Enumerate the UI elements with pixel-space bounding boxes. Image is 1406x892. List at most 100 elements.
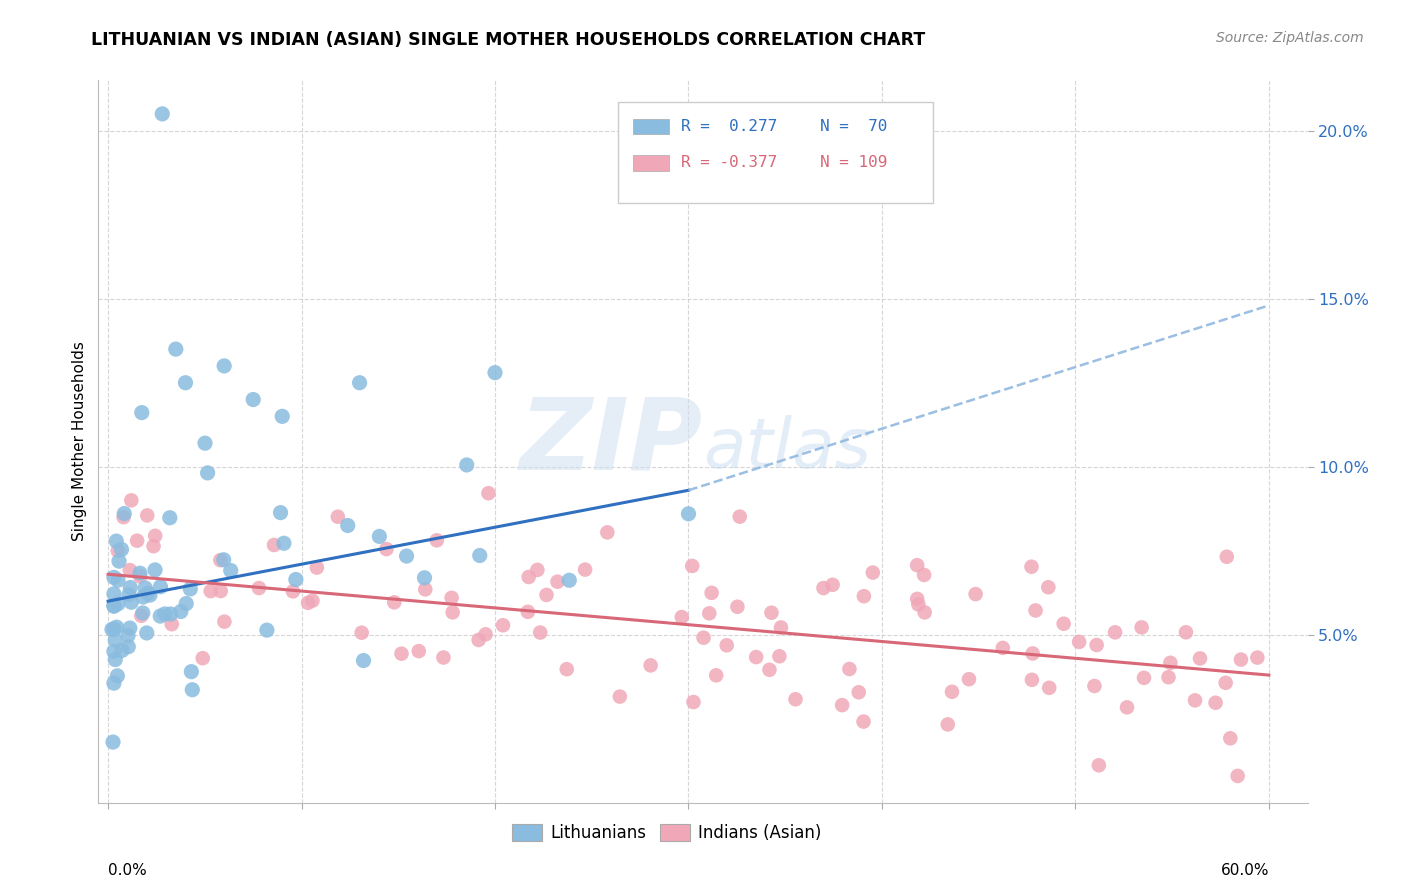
Text: atlas: atlas	[703, 416, 870, 483]
Point	[456, 458, 478, 472]
Point	[957, 672, 980, 686]
Point	[129, 569, 152, 583]
Point	[104, 633, 127, 648]
Point	[1188, 651, 1211, 665]
Point	[558, 574, 581, 588]
Point	[375, 542, 398, 557]
Point	[134, 581, 156, 595]
Point	[609, 690, 631, 704]
Point	[117, 640, 139, 654]
Point	[769, 620, 792, 634]
Point	[350, 625, 373, 640]
Point	[120, 595, 142, 609]
Point	[284, 573, 307, 587]
Point	[912, 568, 935, 582]
Point	[105, 534, 128, 549]
Point	[247, 581, 270, 595]
Point	[132, 590, 155, 604]
Point	[574, 563, 596, 577]
Point	[440, 591, 463, 605]
Point	[174, 376, 197, 390]
Point	[112, 510, 135, 524]
Point	[326, 509, 349, 524]
Point	[143, 529, 166, 543]
Text: LITHUANIAN VS INDIAN (ASIAN) SINGLE MOTHER HOUSEHOLDS CORRELATION CHART: LITHUANIAN VS INDIAN (ASIAN) SINGLE MOTH…	[91, 31, 925, 49]
Point	[120, 493, 142, 508]
Point	[103, 622, 125, 636]
Point	[852, 589, 875, 603]
Point	[382, 595, 405, 609]
Point	[1230, 652, 1253, 666]
Point	[413, 571, 436, 585]
Point	[1038, 580, 1060, 594]
Point	[991, 640, 1014, 655]
Point	[477, 486, 499, 500]
Point	[165, 342, 187, 356]
Point	[965, 587, 987, 601]
Point	[941, 685, 963, 699]
Point	[1088, 758, 1111, 772]
Point	[413, 582, 436, 597]
Point	[127, 533, 149, 548]
Text: N = 109: N = 109	[820, 155, 887, 170]
Point	[1053, 616, 1076, 631]
Point	[1159, 656, 1181, 670]
Point	[273, 536, 295, 550]
Point	[112, 507, 135, 521]
Point	[1246, 650, 1268, 665]
Point	[194, 436, 217, 450]
Point	[468, 549, 491, 563]
Point	[131, 406, 153, 420]
Point	[1215, 675, 1237, 690]
Point	[838, 662, 860, 676]
Point	[120, 581, 142, 595]
Point	[492, 618, 515, 632]
Point	[1038, 681, 1060, 695]
Point	[596, 525, 619, 540]
Point	[536, 588, 558, 602]
Point	[118, 588, 141, 602]
Point	[640, 658, 662, 673]
Point	[432, 650, 454, 665]
Point	[936, 717, 959, 731]
Point	[209, 553, 232, 567]
Text: R = -0.377: R = -0.377	[682, 155, 778, 170]
Text: R =  0.277: R = 0.277	[682, 119, 778, 134]
Point	[408, 644, 430, 658]
Point	[1226, 769, 1249, 783]
Point	[104, 652, 127, 666]
Point	[135, 626, 157, 640]
Point	[526, 563, 548, 577]
Point	[101, 623, 124, 637]
Point	[103, 570, 125, 584]
FancyBboxPatch shape	[633, 119, 669, 135]
Point	[101, 735, 124, 749]
Point	[441, 606, 464, 620]
Point	[914, 606, 936, 620]
Point	[1021, 673, 1043, 687]
Point	[103, 599, 125, 613]
Point	[349, 376, 371, 390]
Point	[214, 615, 236, 629]
Point	[1083, 679, 1105, 693]
Point	[692, 631, 714, 645]
Point	[212, 553, 235, 567]
Point	[681, 558, 703, 573]
Point	[305, 560, 328, 574]
FancyBboxPatch shape	[633, 154, 669, 170]
Point	[170, 605, 193, 619]
Point	[671, 610, 693, 624]
Point	[159, 510, 181, 524]
Point	[700, 586, 723, 600]
Point	[768, 649, 790, 664]
Point	[117, 629, 139, 643]
Point	[555, 662, 578, 676]
Point	[139, 588, 162, 602]
Point	[745, 650, 768, 665]
Point	[212, 359, 235, 373]
Point	[118, 563, 141, 577]
Point	[716, 638, 738, 652]
Point	[297, 596, 319, 610]
Point	[200, 584, 222, 599]
Point	[108, 554, 131, 568]
